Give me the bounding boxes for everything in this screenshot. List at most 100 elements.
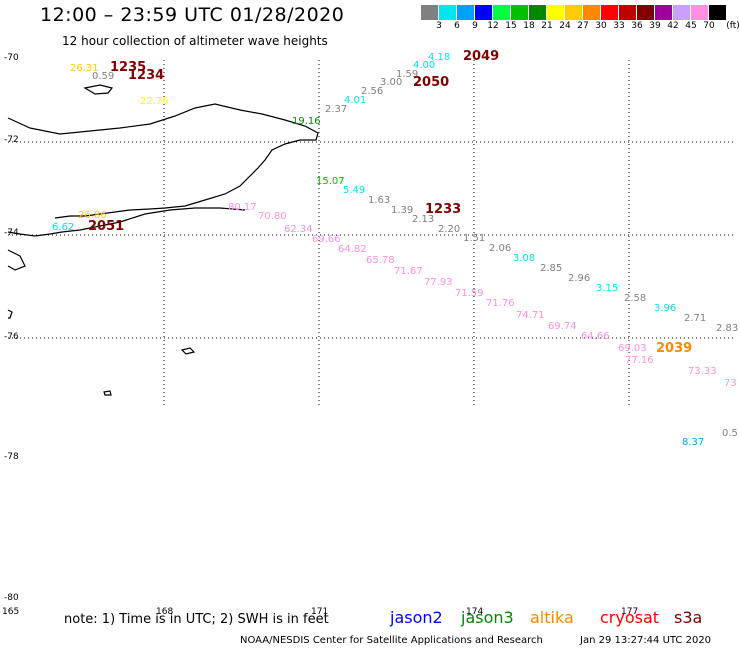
legend-label: 3 [436,21,442,31]
lat-label-70: -70 [4,53,19,63]
wave-height-label: 19.16 [292,116,321,127]
wave-height-label: 2.58 [624,293,646,304]
legend-label: 39 [649,21,661,31]
pass-time-label: 2050 [413,75,449,90]
legend-swatch [565,5,582,20]
wave-height-label: 2.56 [361,86,383,97]
wave-height-label: 1.59 [396,69,418,80]
legend-label: 9 [472,21,478,31]
wave-height-label: 65.78 [366,255,395,266]
footer-note: note: 1) Time is in UTC; 2) SWH is in fe… [64,612,329,627]
lon-label-165: 165 [2,607,20,617]
wave-height-label: 22.76 [140,96,169,107]
pass-time-label: 1235 [110,60,146,75]
wave-height-label: 73.33 [688,366,717,377]
legend-label: 21 [541,21,553,31]
map-subtitle: 12 hour collection of altimeter wave hei… [62,34,328,48]
islet-3 [7,309,13,319]
satellite-altika: altika [530,608,574,627]
map-title: 12:00 – 23:59 UTC 01/28/2020 [40,4,345,26]
wave-height-label: 3.00 [380,77,402,88]
islet-2 [103,390,112,396]
wave-height-label: 3.08 [513,253,535,264]
legend-swatch [637,5,654,20]
legend-label: 45 [685,21,697,31]
legend-unit: (ft) [726,21,740,31]
lat-label-78: -78 [4,452,19,462]
wave-height-label: 6.62 [52,222,74,233]
coastline [7,84,319,396]
satellite-cryosat: cryosat [600,608,660,627]
pass-time-label: 2051 [88,219,124,234]
wave-height-label: 0.59 [92,71,114,82]
legend-swatch [709,5,726,20]
legend-label: 33 [613,21,625,31]
legend-label: 42 [667,21,679,31]
lon-label-174: 174 [466,607,484,617]
credit-text: NOAA/NESDIS Center for Satellite Applica… [240,635,543,646]
coastline-south [7,207,246,237]
wave-height-label: 64.82 [338,244,367,255]
satellite-s3a: s3a [674,608,703,627]
legend-label: 6 [454,21,460,31]
legend-label: 70 [703,21,715,31]
lon-label-168: 168 [156,607,174,617]
wave-height-label: 64.66 [581,331,610,342]
legend-swatch [547,5,564,20]
wave-height-label: 2.37 [325,104,347,115]
wave-height-label: 74.71 [516,310,545,321]
coast-west-bits [7,249,26,271]
legend-swatch [457,5,474,20]
wave-height-label: 69.03 [618,343,647,354]
wave-height-label: 71.76 [486,298,515,309]
wave-height-label: 70.80 [258,211,287,222]
wave-height-label: 4.01 [344,95,366,106]
legend-swatch [475,5,492,20]
legend-swatch [511,5,528,20]
islet-1 [180,347,196,355]
legend-swatch [601,5,618,20]
legend-swatch [439,5,456,20]
wave-height-label: 26.31 [70,63,99,74]
wave-height-label: 15.07 [316,176,345,187]
legend-swatch [691,5,708,20]
wave-height-label: 73 [724,378,737,389]
satellite-jason3: jason3 [461,608,514,627]
wave-height-label: 3.15 [596,283,618,294]
legend-swatch [421,5,438,20]
wave-height-label: 3.96 [654,303,676,314]
legend-swatch [655,5,672,20]
wave-height-label: 71.59 [455,288,484,299]
wave-height-label: 4.00 [413,60,435,71]
wave-height-label: 2.71 [684,313,706,324]
lat-label-80: -80 [4,593,19,603]
wave-height-label: 2.96 [568,273,590,284]
lat-label-76: -76 [4,332,19,342]
pass-time-label: 2049 [463,49,499,64]
wave-height-label: 8.37 [682,437,704,448]
wave-height-label: 2.06 [489,243,511,254]
lon-label-177: 177 [621,607,639,617]
legend-label: 18 [523,21,535,31]
graticule [8,60,736,405]
legend-swatch [583,5,600,20]
pass-time-label: 2039 [656,341,692,356]
legend-swatch [673,5,690,20]
legend-label: 27 [577,21,589,31]
legend-label: 12 [487,21,499,31]
wave-height-label: 1.63 [368,195,390,206]
wave-height-label: 77.93 [424,277,453,288]
coastline-north [7,103,319,219]
wave-height-label: 62.34 [284,224,313,235]
wave-height-label: 1.51 [463,233,485,244]
wave-height-label: 80.17 [228,202,257,213]
wave-height-label: 4.18 [428,52,450,63]
lat-label-74: -74 [4,228,19,238]
wave-height-label: 2.13 [412,214,434,225]
wave-height-label: 69.74 [548,321,577,332]
wave-height-label: 5.49 [343,185,365,196]
wave-height-label: 2.83 [716,323,738,334]
